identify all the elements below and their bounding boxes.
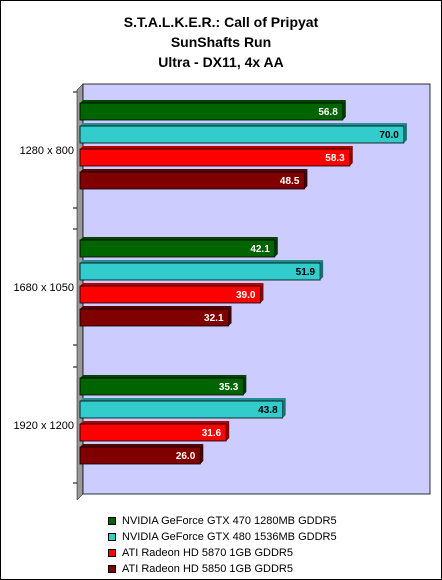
bar-top-face xyxy=(80,375,247,378)
bar-side-face xyxy=(200,444,204,464)
bar-value-label: 48.5 xyxy=(280,176,300,187)
bar-value-label: 42.1 xyxy=(250,244,270,255)
category-label: 1680 x 1050 xyxy=(13,282,74,294)
legend-label: NVIDIA GeForce GTX 470 1280MB GDDR5 xyxy=(122,515,337,527)
legend-swatch xyxy=(108,533,116,541)
bar-2-1680x1050 xyxy=(79,262,321,281)
bar-value-label: 51.9 xyxy=(296,267,316,278)
chart-title: S.T.A.L.K.E.R.: Call of Pripyat xyxy=(123,14,319,30)
legend-swatch xyxy=(108,517,116,525)
bar-3-1280x800 xyxy=(79,148,351,167)
bar-value-label: 58.3 xyxy=(325,153,345,164)
bar-top-face xyxy=(80,444,204,447)
bar-value-label: 32.1 xyxy=(204,313,224,324)
bar-top-face xyxy=(80,398,286,401)
bar-2-1280x800 xyxy=(79,125,405,144)
chart-subtitle-2: Ultra - DX11, 4x AA xyxy=(158,54,284,70)
bar-value-label: 31.6 xyxy=(202,428,222,439)
bar-top-face xyxy=(80,283,264,286)
bar-side-face xyxy=(260,283,264,303)
bar-value-label: 35.3 xyxy=(219,382,239,393)
bar-top-face xyxy=(80,169,308,172)
bar-value-label: 39.0 xyxy=(236,290,256,301)
bar-top-face xyxy=(80,123,407,126)
bar-side-face xyxy=(226,421,230,441)
bar-value-label: 70.0 xyxy=(379,130,399,141)
category-label: 1280 x 800 xyxy=(20,145,74,157)
bar-1-1680x1050 xyxy=(79,239,276,258)
legend-label: ATI Radeon HD 5870 1GB GDDR5 xyxy=(122,547,293,559)
legend-item-2: NVIDIA GeForce GTX 480 1536MB GDDR5 xyxy=(108,529,337,545)
bar-top-face xyxy=(80,237,278,240)
bar-top-face xyxy=(80,306,232,309)
legend-item-3: ATI Radeon HD 5870 1GB GDDR5 xyxy=(108,545,337,561)
category-label: 1920 x 1200 xyxy=(13,420,74,432)
legend-label: NVIDIA GeForce GTX 480 1536MB GDDR5 xyxy=(122,531,337,543)
bar-side-face xyxy=(403,123,407,143)
bar-2-1920x1200 xyxy=(79,400,284,419)
legend-swatch xyxy=(108,549,116,557)
bar-side-face xyxy=(282,398,286,418)
bar-top-face xyxy=(80,260,324,263)
chart-subtitle-1: SunShafts Run xyxy=(170,34,272,50)
legend-label: ATI Radeon HD 5850 1GB GDDR5 xyxy=(122,563,293,575)
legend-swatch xyxy=(108,565,116,573)
bar-1-1280x800 xyxy=(79,102,344,121)
bar-side-face xyxy=(349,146,353,166)
legend-item-1: NVIDIA GeForce GTX 470 1280MB GDDR5 xyxy=(108,513,337,529)
chart-title-block: S.T.A.L.K.E.R.: Call of Pripyat SunShaft… xyxy=(0,12,442,72)
bar-side-face xyxy=(228,306,232,326)
bar-value-label: 56.8 xyxy=(318,107,338,118)
bar-value-label: 26.0 xyxy=(176,451,196,462)
bar-side-face xyxy=(320,260,324,280)
legend-item-4: ATI Radeon HD 5850 1GB GDDR5 xyxy=(108,561,337,577)
bar-top-face xyxy=(80,421,230,424)
bar-top-face xyxy=(80,100,346,103)
bar-3-1680x1050 xyxy=(79,285,261,304)
bar-side-face xyxy=(274,237,278,257)
bar-value-label: 43.8 xyxy=(258,405,278,416)
bar-side-face xyxy=(243,375,247,395)
bar-side-face xyxy=(304,169,308,189)
bar-top-face xyxy=(80,146,353,149)
bar-4-1280x800 xyxy=(79,171,305,190)
chart-legend: NVIDIA GeForce GTX 470 1280MB GDDR5 NVIDI… xyxy=(108,513,337,577)
bar-side-face xyxy=(342,100,346,120)
